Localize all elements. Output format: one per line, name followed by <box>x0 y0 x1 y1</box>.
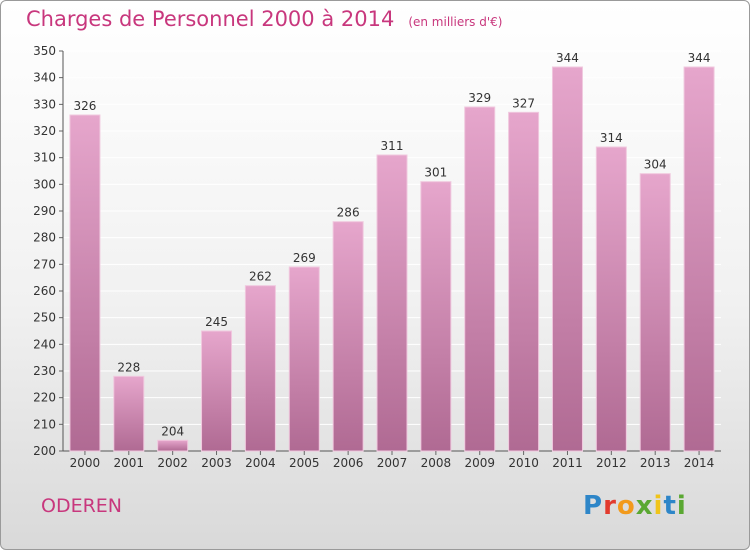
bar <box>69 114 101 452</box>
bar <box>551 66 583 452</box>
proxiti-logo: Proxiti <box>583 491 687 521</box>
x-tick-label: 2005 <box>289 456 320 470</box>
data-label: 228 <box>117 360 140 374</box>
y-tick-label: 280 <box>33 231 56 245</box>
x-tick-label: 2008 <box>421 456 452 470</box>
y-tick-label: 230 <box>33 364 56 378</box>
data-label: 304 <box>644 158 667 172</box>
y-tick-label: 330 <box>33 97 56 111</box>
y-tick-label: 250 <box>33 311 56 325</box>
data-label: 301 <box>424 166 447 180</box>
data-label: 262 <box>249 270 272 284</box>
y-tick-label: 290 <box>33 204 56 218</box>
logo-letter: i <box>653 491 664 521</box>
x-tick-label: 2011 <box>552 456 583 470</box>
x-tick-label: 2014 <box>684 456 715 470</box>
y-tick-label: 210 <box>33 417 56 431</box>
chart-subtitle: (en milliers d'€) <box>408 15 503 29</box>
data-label: 311 <box>381 139 404 153</box>
data-label: 327 <box>512 96 535 110</box>
bar <box>508 111 540 452</box>
logo-letter: i <box>676 491 687 521</box>
logo-letter: x <box>635 491 654 521</box>
data-label: 269 <box>293 251 316 265</box>
bar <box>244 285 276 452</box>
data-label: 329 <box>468 91 491 105</box>
x-tick-label: 2002 <box>157 456 188 470</box>
y-tick-label: 220 <box>33 391 56 405</box>
x-tick-label: 2000 <box>70 456 101 470</box>
logo-letter: r <box>603 491 617 521</box>
bar <box>157 439 189 452</box>
city-name: ODEREN <box>41 495 123 517</box>
data-label: 344 <box>556 51 579 65</box>
y-tick-label: 240 <box>33 337 56 351</box>
logo-letter: t <box>663 491 677 521</box>
x-tick-label: 2004 <box>245 456 276 470</box>
data-label: 286 <box>337 206 360 220</box>
bar <box>595 146 627 452</box>
y-tick-label: 320 <box>33 124 56 138</box>
data-label: 204 <box>161 424 184 438</box>
bar <box>464 106 496 452</box>
y-tick-label: 300 <box>33 177 56 191</box>
y-tick-label: 260 <box>33 284 56 298</box>
y-tick-label: 310 <box>33 151 56 165</box>
bar <box>201 330 233 452</box>
data-label: 245 <box>205 315 228 329</box>
bar <box>288 266 320 452</box>
bar <box>683 66 715 452</box>
bar <box>113 375 145 452</box>
x-tick-label: 2003 <box>201 456 232 470</box>
x-tick-label: 2013 <box>640 456 671 470</box>
y-tick-label: 350 <box>33 44 56 58</box>
logo-letter: o <box>616 491 636 521</box>
logo-letter: P <box>583 491 604 521</box>
chart-title: Charges de Personnel 2000 à 2014 <box>26 7 395 31</box>
bar <box>332 221 364 452</box>
x-tick-label: 2009 <box>464 456 495 470</box>
x-tick-label: 2012 <box>596 456 627 470</box>
x-tick-label: 2006 <box>333 456 364 470</box>
bar <box>420 181 452 452</box>
y-tick-label: 270 <box>33 257 56 271</box>
x-tick-label: 2001 <box>114 456 145 470</box>
x-tick-label: 2007 <box>377 456 408 470</box>
chart-title-block: Charges de Personnel 2000 à 2014 (en mill… <box>26 7 502 31</box>
y-tick-label: 200 <box>33 444 56 458</box>
y-tick-label: 340 <box>33 71 56 85</box>
bar <box>639 173 671 452</box>
data-label: 314 <box>600 131 623 145</box>
data-label: 344 <box>688 51 711 65</box>
bar <box>376 154 408 452</box>
x-tick-label: 2010 <box>508 456 539 470</box>
data-label: 326 <box>73 99 96 113</box>
